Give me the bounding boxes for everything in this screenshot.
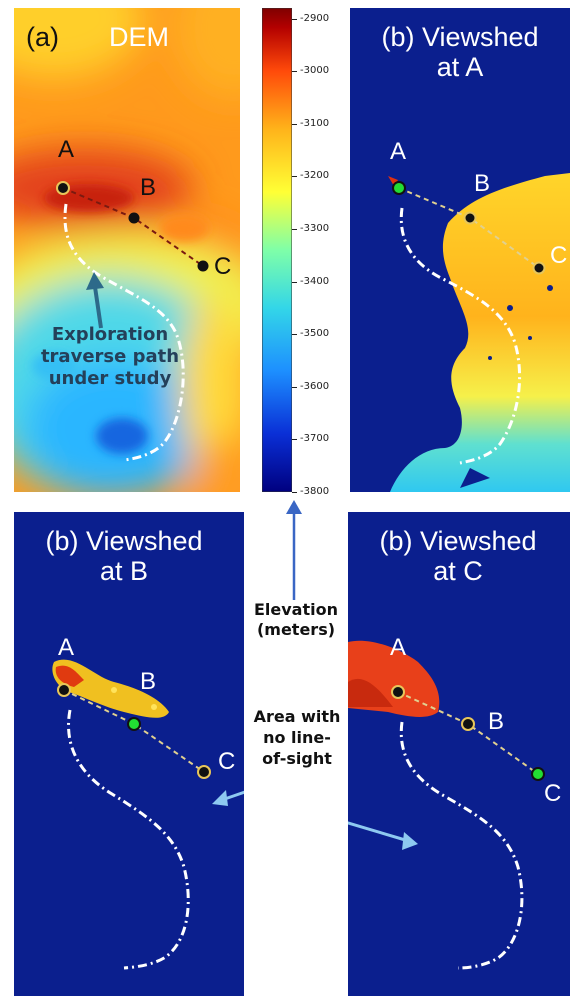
- colorbar-tick-label: -2900: [300, 12, 330, 24]
- point-b-label: B: [488, 708, 505, 735]
- colorbar-tick-label: -3000: [300, 65, 330, 77]
- colorbar-gradient: [262, 8, 292, 492]
- point-a-label: A: [390, 138, 407, 165]
- point-b-label: B: [140, 174, 157, 201]
- traverse-annotation: Exploration traverse path under study: [14, 324, 206, 390]
- point-a-label: A: [390, 634, 407, 661]
- panel-b-a-title-line1: (b) Viewshed: [381, 22, 539, 52]
- panel-b-b-title: (b) Viewshed at B: [24, 526, 224, 586]
- no-los-line-2: no line-: [263, 728, 331, 747]
- colorbar-tick-mark: [292, 123, 297, 125]
- point-a-label: A: [58, 634, 75, 661]
- colorbar-tick-mark: [292, 71, 297, 73]
- point-b-label: B: [140, 668, 157, 695]
- point-a-label: A: [58, 136, 75, 163]
- colorbar-tick-mark: [292, 176, 297, 178]
- colorbar-tick-mark: [292, 281, 297, 283]
- point-c-label: C: [218, 748, 236, 775]
- colorbar-tick-label: -3500: [300, 328, 330, 340]
- colorbar-tick-mark: [292, 439, 297, 441]
- colorbar-tick-label: -3200: [300, 170, 330, 182]
- colorbar-tick-label: -3600: [300, 380, 330, 392]
- elevation-annotation: Elevation (meters): [246, 600, 346, 640]
- panel-b-a-title: (b) Viewshed at A: [360, 22, 560, 82]
- viewshed-c-panel: (b) Viewshed at C A B C: [348, 512, 570, 996]
- colorbar-tick-mark: [292, 18, 297, 20]
- panel-a-tag: (a): [26, 22, 59, 52]
- dem-panel: (a) DEM A B C Exploration traverse path …: [14, 8, 240, 492]
- colorbar-tick-label: -3400: [300, 275, 330, 287]
- no-line-of-sight-annotation: Area with no line- of-sight: [244, 706, 350, 769]
- traverse-line-3: under study: [48, 368, 172, 389]
- colorbar-tick-mark: [292, 228, 297, 230]
- colorbar-tick-label: -3300: [300, 222, 330, 234]
- colorbar-tick-mark: [292, 386, 297, 388]
- panel-b-c-title: (b) Viewshed at C: [358, 526, 558, 586]
- panel-b-a-title-line2: at A: [436, 52, 484, 82]
- panel-b-c-title-line2: at C: [433, 556, 483, 586]
- panel-b-c-title-line1: (b) Viewshed: [379, 526, 537, 556]
- viewshed-b-panel: (b) Viewshed at B A B C: [14, 512, 244, 996]
- dem-heatmap: [14, 8, 240, 492]
- colorbar-tick-label: -3700: [300, 433, 330, 445]
- panel-a-title: DEM: [109, 22, 169, 52]
- elevation-line-2: (meters): [256, 620, 336, 639]
- viewshed-a-panel: (b) Viewshed at A A B C: [350, 8, 570, 492]
- no-los-line-3: of-sight: [262, 749, 332, 768]
- colorbar-tick-label: -3100: [300, 117, 330, 129]
- elevation-line-1: Elevation: [253, 600, 338, 619]
- point-c-label: C: [544, 780, 562, 807]
- viewshed-a-map: [388, 173, 570, 492]
- elevation-colorbar: [262, 8, 292, 492]
- colorbar-tick-label: -3800: [300, 486, 330, 497]
- viewshed-b-map: [52, 659, 244, 970]
- point-c-label: C: [550, 242, 568, 269]
- traverse-line-1: Exploration: [51, 324, 169, 345]
- point-c-label: C: [214, 253, 232, 280]
- panel-b-b-title-line2: at B: [99, 556, 149, 586]
- viewshed-c-map: [348, 640, 545, 970]
- panel-b-b-title-line1: (b) Viewshed: [45, 526, 203, 556]
- no-los-line-1: Area with: [253, 707, 341, 726]
- colorbar-tick-mark: [292, 334, 297, 336]
- colorbar-tick-mark: [292, 492, 297, 493]
- traverse-line-2: traverse path: [40, 346, 180, 367]
- point-b-label: B: [474, 170, 491, 197]
